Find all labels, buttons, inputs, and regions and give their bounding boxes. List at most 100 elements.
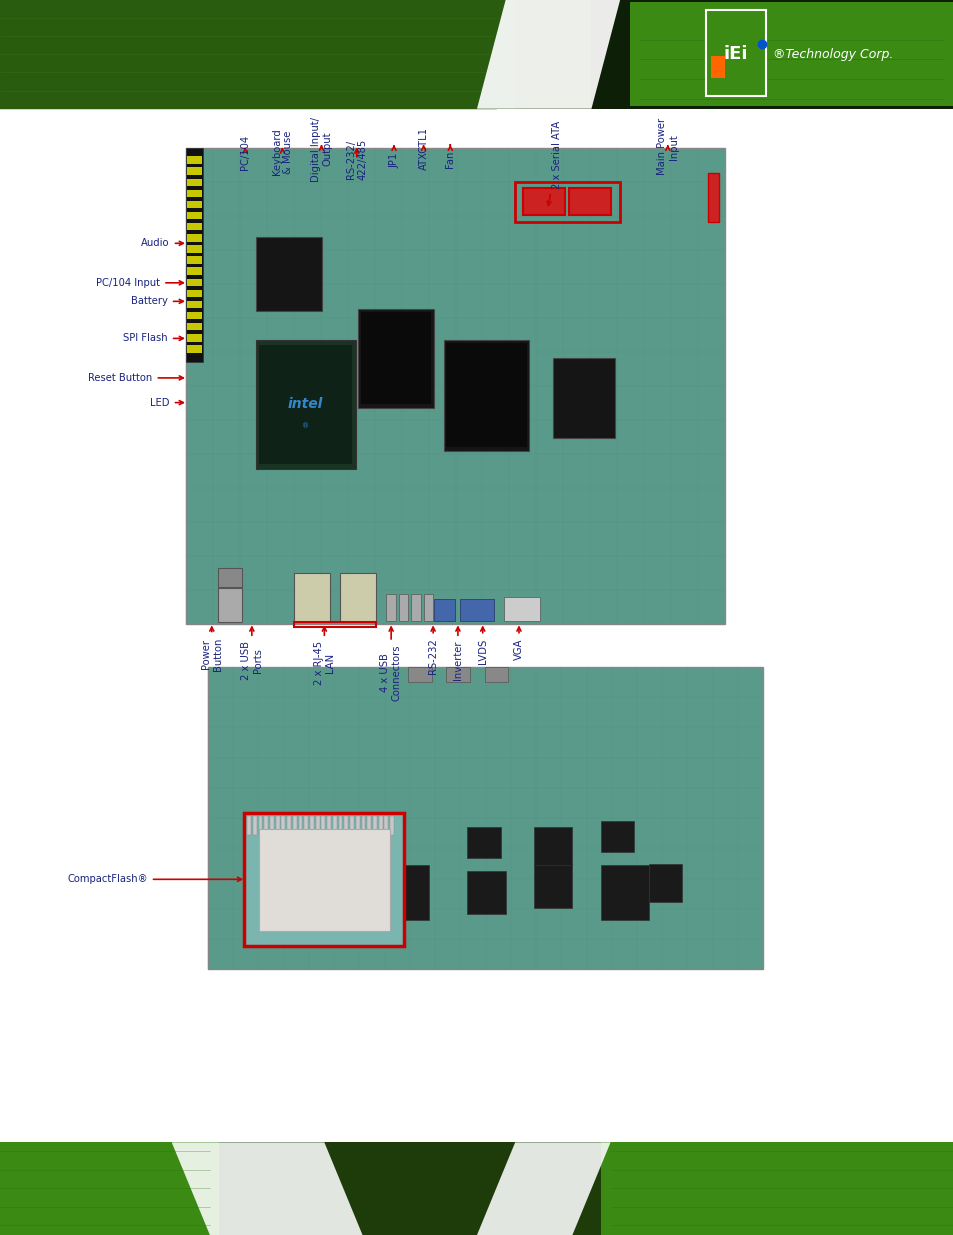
- Text: 4 x USB
Connectors: 4 x USB Connectors: [380, 627, 401, 701]
- Bar: [187, 157, 202, 164]
- Bar: [522, 188, 564, 215]
- Text: Fan: Fan: [445, 144, 455, 168]
- Text: iEi: iEi: [722, 46, 747, 63]
- Bar: [187, 179, 202, 186]
- Bar: [629, 2, 953, 106]
- Bar: [218, 588, 242, 622]
- Bar: [293, 816, 296, 835]
- Bar: [515, 182, 619, 222]
- Bar: [257, 830, 291, 864]
- Bar: [355, 816, 359, 835]
- Bar: [344, 816, 348, 835]
- Bar: [705, 10, 765, 96]
- Bar: [0, 1142, 953, 1235]
- Text: ATXCTL1: ATXCTL1: [418, 127, 428, 170]
- Text: 2 x USB
Ports: 2 x USB Ports: [241, 627, 262, 680]
- Bar: [187, 224, 202, 231]
- Text: PC/104: PC/104: [240, 136, 250, 170]
- Bar: [321, 816, 325, 835]
- Bar: [334, 824, 372, 858]
- Bar: [386, 594, 395, 621]
- Bar: [600, 821, 634, 852]
- Bar: [264, 816, 268, 835]
- Bar: [187, 346, 202, 353]
- Text: Power
Button: Power Button: [201, 627, 222, 671]
- Bar: [275, 816, 279, 835]
- Text: Battery: Battery: [131, 296, 183, 306]
- Bar: [187, 268, 202, 275]
- Bar: [411, 594, 420, 621]
- Text: Main Power
Input: Main Power Input: [657, 119, 678, 175]
- Text: Audio: Audio: [141, 238, 183, 248]
- Text: ®: ®: [301, 424, 309, 429]
- Bar: [600, 1142, 953, 1235]
- Bar: [390, 816, 394, 835]
- Bar: [0, 1142, 219, 1235]
- Polygon shape: [476, 0, 619, 109]
- Bar: [187, 290, 202, 298]
- Bar: [218, 568, 242, 587]
- Polygon shape: [476, 1142, 610, 1235]
- Bar: [187, 312, 202, 320]
- Bar: [367, 816, 371, 835]
- Bar: [408, 667, 432, 682]
- Bar: [281, 816, 285, 835]
- Text: Inverter: Inverter: [453, 627, 462, 680]
- Bar: [187, 335, 202, 342]
- Bar: [315, 816, 319, 835]
- Bar: [314, 858, 353, 902]
- Bar: [568, 188, 610, 215]
- Bar: [310, 816, 314, 835]
- Bar: [591, 0, 953, 109]
- Bar: [294, 573, 330, 622]
- Text: SPI Flash: SPI Flash: [123, 333, 183, 343]
- Bar: [187, 279, 202, 287]
- Text: Keyboard
& Mouse: Keyboard & Mouse: [272, 128, 293, 175]
- Bar: [534, 827, 572, 864]
- Bar: [270, 816, 274, 835]
- Text: LVDS: LVDS: [477, 627, 487, 663]
- Bar: [247, 816, 251, 835]
- Text: CompactFlash®: CompactFlash®: [67, 874, 241, 884]
- Bar: [423, 594, 433, 621]
- Bar: [338, 816, 342, 835]
- Bar: [255, 340, 355, 469]
- Polygon shape: [172, 1142, 362, 1235]
- Bar: [327, 816, 331, 835]
- Bar: [208, 667, 762, 969]
- Bar: [298, 816, 302, 835]
- Bar: [467, 871, 505, 914]
- Bar: [534, 864, 572, 908]
- Bar: [503, 597, 539, 621]
- Bar: [357, 309, 434, 408]
- Bar: [381, 864, 429, 920]
- Bar: [384, 816, 388, 835]
- Bar: [484, 667, 508, 682]
- Bar: [360, 312, 431, 404]
- Bar: [361, 816, 365, 835]
- Bar: [333, 816, 336, 835]
- Text: Digital Input/
Output: Digital Input/ Output: [311, 116, 332, 182]
- Text: JP1: JP1: [389, 146, 398, 168]
- Bar: [187, 324, 202, 331]
- Bar: [287, 816, 291, 835]
- Bar: [459, 599, 494, 621]
- Bar: [600, 864, 648, 920]
- Bar: [398, 594, 408, 621]
- Bar: [710, 56, 724, 78]
- Bar: [187, 168, 202, 175]
- Bar: [186, 148, 724, 624]
- Bar: [187, 257, 202, 264]
- Bar: [0, 0, 515, 109]
- Bar: [258, 829, 390, 931]
- Text: PC/104 Input: PC/104 Input: [96, 278, 183, 288]
- Text: RS-232/
422/485: RS-232/ 422/485: [346, 140, 367, 180]
- Bar: [244, 813, 404, 946]
- Text: VGA: VGA: [514, 627, 523, 659]
- Text: intel: intel: [287, 396, 323, 411]
- Bar: [187, 212, 202, 220]
- Bar: [257, 864, 295, 908]
- Bar: [258, 816, 262, 835]
- Bar: [339, 573, 375, 622]
- Bar: [253, 816, 256, 835]
